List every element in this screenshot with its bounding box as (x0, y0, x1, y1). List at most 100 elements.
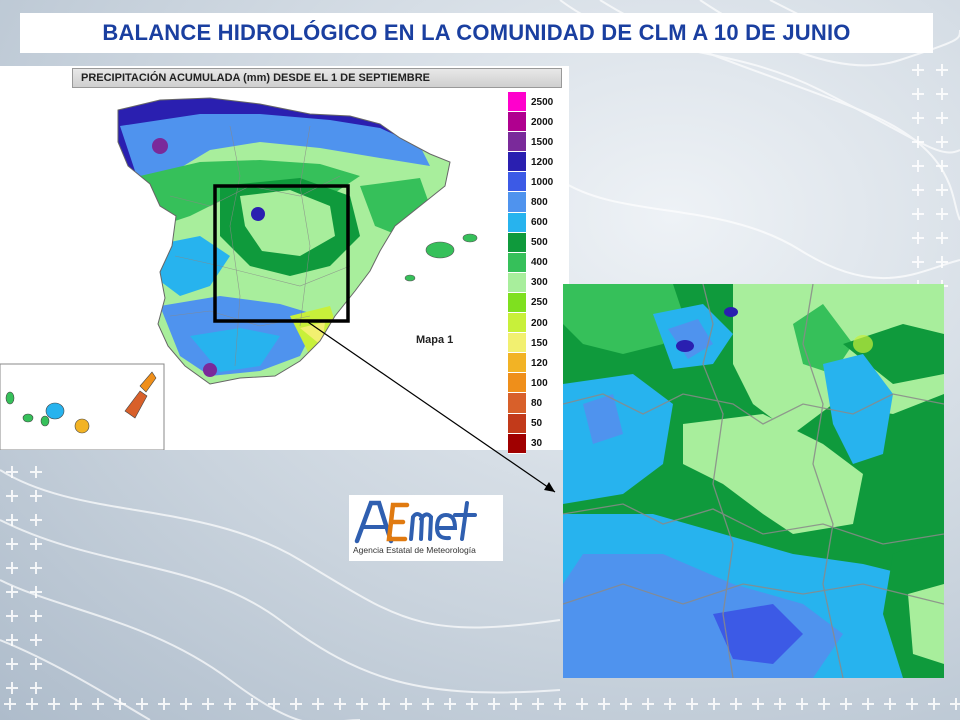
plus-mark (912, 64, 924, 76)
aemet-logo-graphic (354, 500, 477, 544)
plus-mark (936, 112, 948, 124)
plus-mark (950, 698, 960, 710)
plus-mark (936, 208, 948, 220)
legend-item: 80 (508, 393, 560, 414)
legend-value: 300 (531, 277, 548, 289)
legend-item: 1200 (508, 152, 560, 173)
spain-precipitation-map (0, 97, 478, 450)
legend-item: 500 (508, 232, 560, 253)
legend-value: 30 (531, 438, 543, 450)
page-title: BALANCE HIDROLÓGICO EN LA COMUNIDAD DE C… (102, 20, 851, 45)
map-header: PRECIPITACIÓN ACUMULADA (mm) DESDE EL 1 … (72, 68, 562, 88)
legend-item: 50 (508, 413, 560, 434)
legend-swatch (508, 112, 526, 133)
legend-item: 150 (508, 333, 560, 354)
plus-mark (6, 514, 18, 526)
plus-mark (796, 698, 808, 710)
legend-value: 2500 (531, 96, 554, 108)
plus-mark (422, 698, 434, 710)
plus-mark (488, 698, 500, 710)
plus-mark (730, 698, 742, 710)
legend-swatch (508, 292, 526, 314)
legend-value: 50 (531, 418, 543, 430)
plus-mark (708, 698, 720, 710)
legend-swatch (508, 132, 526, 153)
legend-swatch (508, 393, 526, 414)
plus-mark (268, 698, 280, 710)
plus-mark (466, 698, 478, 710)
zoomed-castilla-la-mancha-map (563, 284, 944, 678)
legend-item: 30 (508, 433, 560, 454)
plus-mark (30, 658, 42, 670)
plus-mark (936, 64, 948, 76)
zoomed-precipitation-map (563, 284, 944, 678)
legend-value: 1500 (531, 136, 554, 148)
plus-mark (30, 538, 42, 550)
plus-mark (936, 88, 948, 100)
legend-swatch (508, 433, 526, 454)
plus-mark (620, 698, 632, 710)
plus-mark (70, 698, 82, 710)
legend-value: 1000 (531, 176, 554, 188)
legend-item: 100 (508, 373, 560, 394)
precipitation-legend: 2500 2000 1500 1200 1000 800 600 500 400… (508, 92, 560, 454)
arrowhead-icon (544, 482, 555, 492)
plus-mark (510, 698, 522, 710)
logo-subtitle: Agencia Estatal de Meteorología (353, 545, 476, 555)
legend-item: 2000 (508, 112, 560, 133)
plus-mark (312, 698, 324, 710)
legend-swatch (508, 272, 526, 293)
legend-item: 200 (508, 313, 560, 334)
plus-mark (114, 698, 126, 710)
plus-mark (136, 698, 148, 710)
aemet-logo: Agencia Estatal de Meteorología (349, 495, 503, 561)
title-banner: BALANCE HIDROLÓGICO EN LA COMUNIDAD DE C… (20, 13, 933, 53)
legend-swatch (508, 373, 526, 394)
plus-mark (6, 610, 18, 622)
plus-mark (928, 698, 940, 710)
legend-swatch (508, 333, 526, 354)
plus-mark (334, 698, 346, 710)
legend-item: 1000 (508, 172, 560, 193)
plus-mark (664, 698, 676, 710)
plus-mark (912, 112, 924, 124)
plus-mark (936, 232, 948, 244)
precipitation-map-panel: PRECIPITACIÓN ACUMULADA (mm) DESDE EL 1 … (0, 66, 569, 454)
plus-mark (936, 136, 948, 148)
plus-mark (30, 682, 42, 694)
legend-value: 400 (531, 257, 548, 269)
plus-mark (686, 698, 698, 710)
legend-swatch (508, 353, 526, 374)
plus-mark (6, 466, 18, 478)
legend-swatch (508, 192, 526, 213)
plus-mark (912, 160, 924, 172)
legend-value: 600 (531, 217, 548, 229)
legend-item: 800 (508, 192, 560, 213)
legend-item: 2500 (508, 92, 560, 113)
plus-mark (906, 698, 918, 710)
legend-value: 500 (531, 237, 548, 249)
plus-mark (912, 184, 924, 196)
plus-mark (912, 256, 924, 268)
plus-mark (6, 634, 18, 646)
plus-mark (774, 698, 786, 710)
legend-value: 800 (531, 197, 548, 209)
plus-mark (884, 698, 896, 710)
plus-mark (30, 610, 42, 622)
legend-swatch (508, 232, 526, 253)
legend-swatch (508, 313, 526, 334)
plus-mark (356, 698, 368, 710)
legend-value: 1200 (531, 156, 554, 168)
legend-swatch (508, 413, 526, 434)
legend-swatch (508, 152, 526, 173)
plus-mark (554, 698, 566, 710)
plus-mark (378, 698, 390, 710)
plus-mark (6, 562, 18, 574)
plus-mark (936, 160, 948, 172)
plus-mark (6, 682, 18, 694)
plus-mark (290, 698, 302, 710)
plus-mark (6, 658, 18, 670)
plus-mark (642, 698, 654, 710)
plus-mark (6, 538, 18, 550)
